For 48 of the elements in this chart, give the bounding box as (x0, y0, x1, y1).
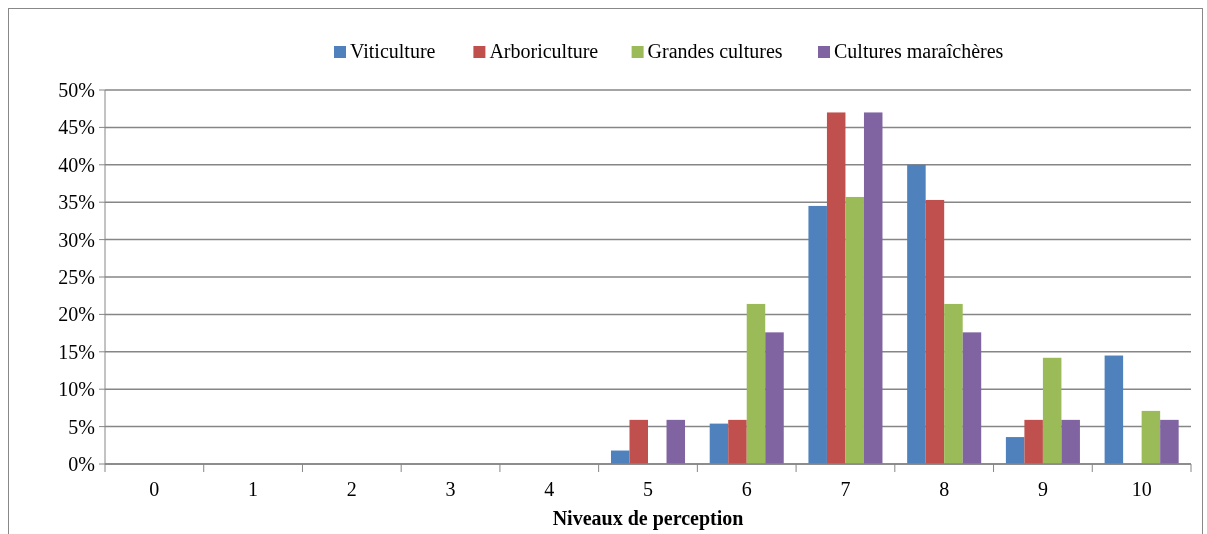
bar (1160, 419, 1179, 464)
bar (765, 332, 784, 464)
bar (826, 112, 846, 464)
x-tick-label: 1 (248, 478, 259, 500)
bar (907, 164, 926, 464)
bar (808, 205, 827, 464)
x-tick-label: 8 (939, 478, 950, 500)
y-tick-label: 40% (58, 153, 95, 176)
legend-label: Grandes cultures (647, 40, 783, 62)
y-tick-label: 5% (68, 415, 95, 438)
x-tick-label: 4 (544, 478, 555, 500)
y-tick-label: 35% (58, 191, 95, 214)
bar (944, 303, 963, 464)
bar (863, 112, 883, 464)
x-tick-label: 2 (346, 478, 357, 500)
x-tick-label: 6 (741, 478, 752, 500)
bar (1042, 357, 1062, 464)
bar (709, 423, 729, 464)
bar (1024, 419, 1043, 464)
y-tick-label: 0% (68, 453, 95, 475)
legend-label: Viticulture (350, 40, 436, 62)
x-tick-label: 10 (1131, 478, 1152, 500)
y-tick-label: 45% (58, 116, 95, 139)
bar (666, 419, 686, 464)
bar (1005, 437, 1025, 464)
y-tick-label: 30% (58, 228, 95, 251)
x-axis-title: Niveaux de perception (552, 507, 744, 530)
bar (1141, 410, 1161, 464)
bar (925, 199, 945, 464)
y-tick-label: 10% (58, 378, 95, 401)
bar (746, 303, 766, 464)
bar (629, 419, 648, 464)
y-tick-label: 25% (58, 266, 95, 288)
bar (1104, 355, 1124, 464)
legend-label: Arboriculture (489, 40, 599, 62)
x-tick-label: 5 (643, 478, 653, 500)
x-tick-label: 3 (445, 478, 456, 500)
x-tick-label: 7 (840, 478, 851, 500)
bar (845, 196, 864, 464)
bar (1061, 419, 1080, 464)
bar (962, 332, 982, 464)
legend-label: Cultures maraîchères (834, 40, 1004, 62)
y-tick-label: 20% (58, 303, 95, 326)
x-tick-label: 9 (1037, 478, 1048, 500)
y-tick-label: 50% (58, 79, 95, 101)
x-tick-label: 0 (149, 478, 160, 500)
y-tick-label: 15% (58, 340, 95, 363)
bar (728, 419, 747, 464)
